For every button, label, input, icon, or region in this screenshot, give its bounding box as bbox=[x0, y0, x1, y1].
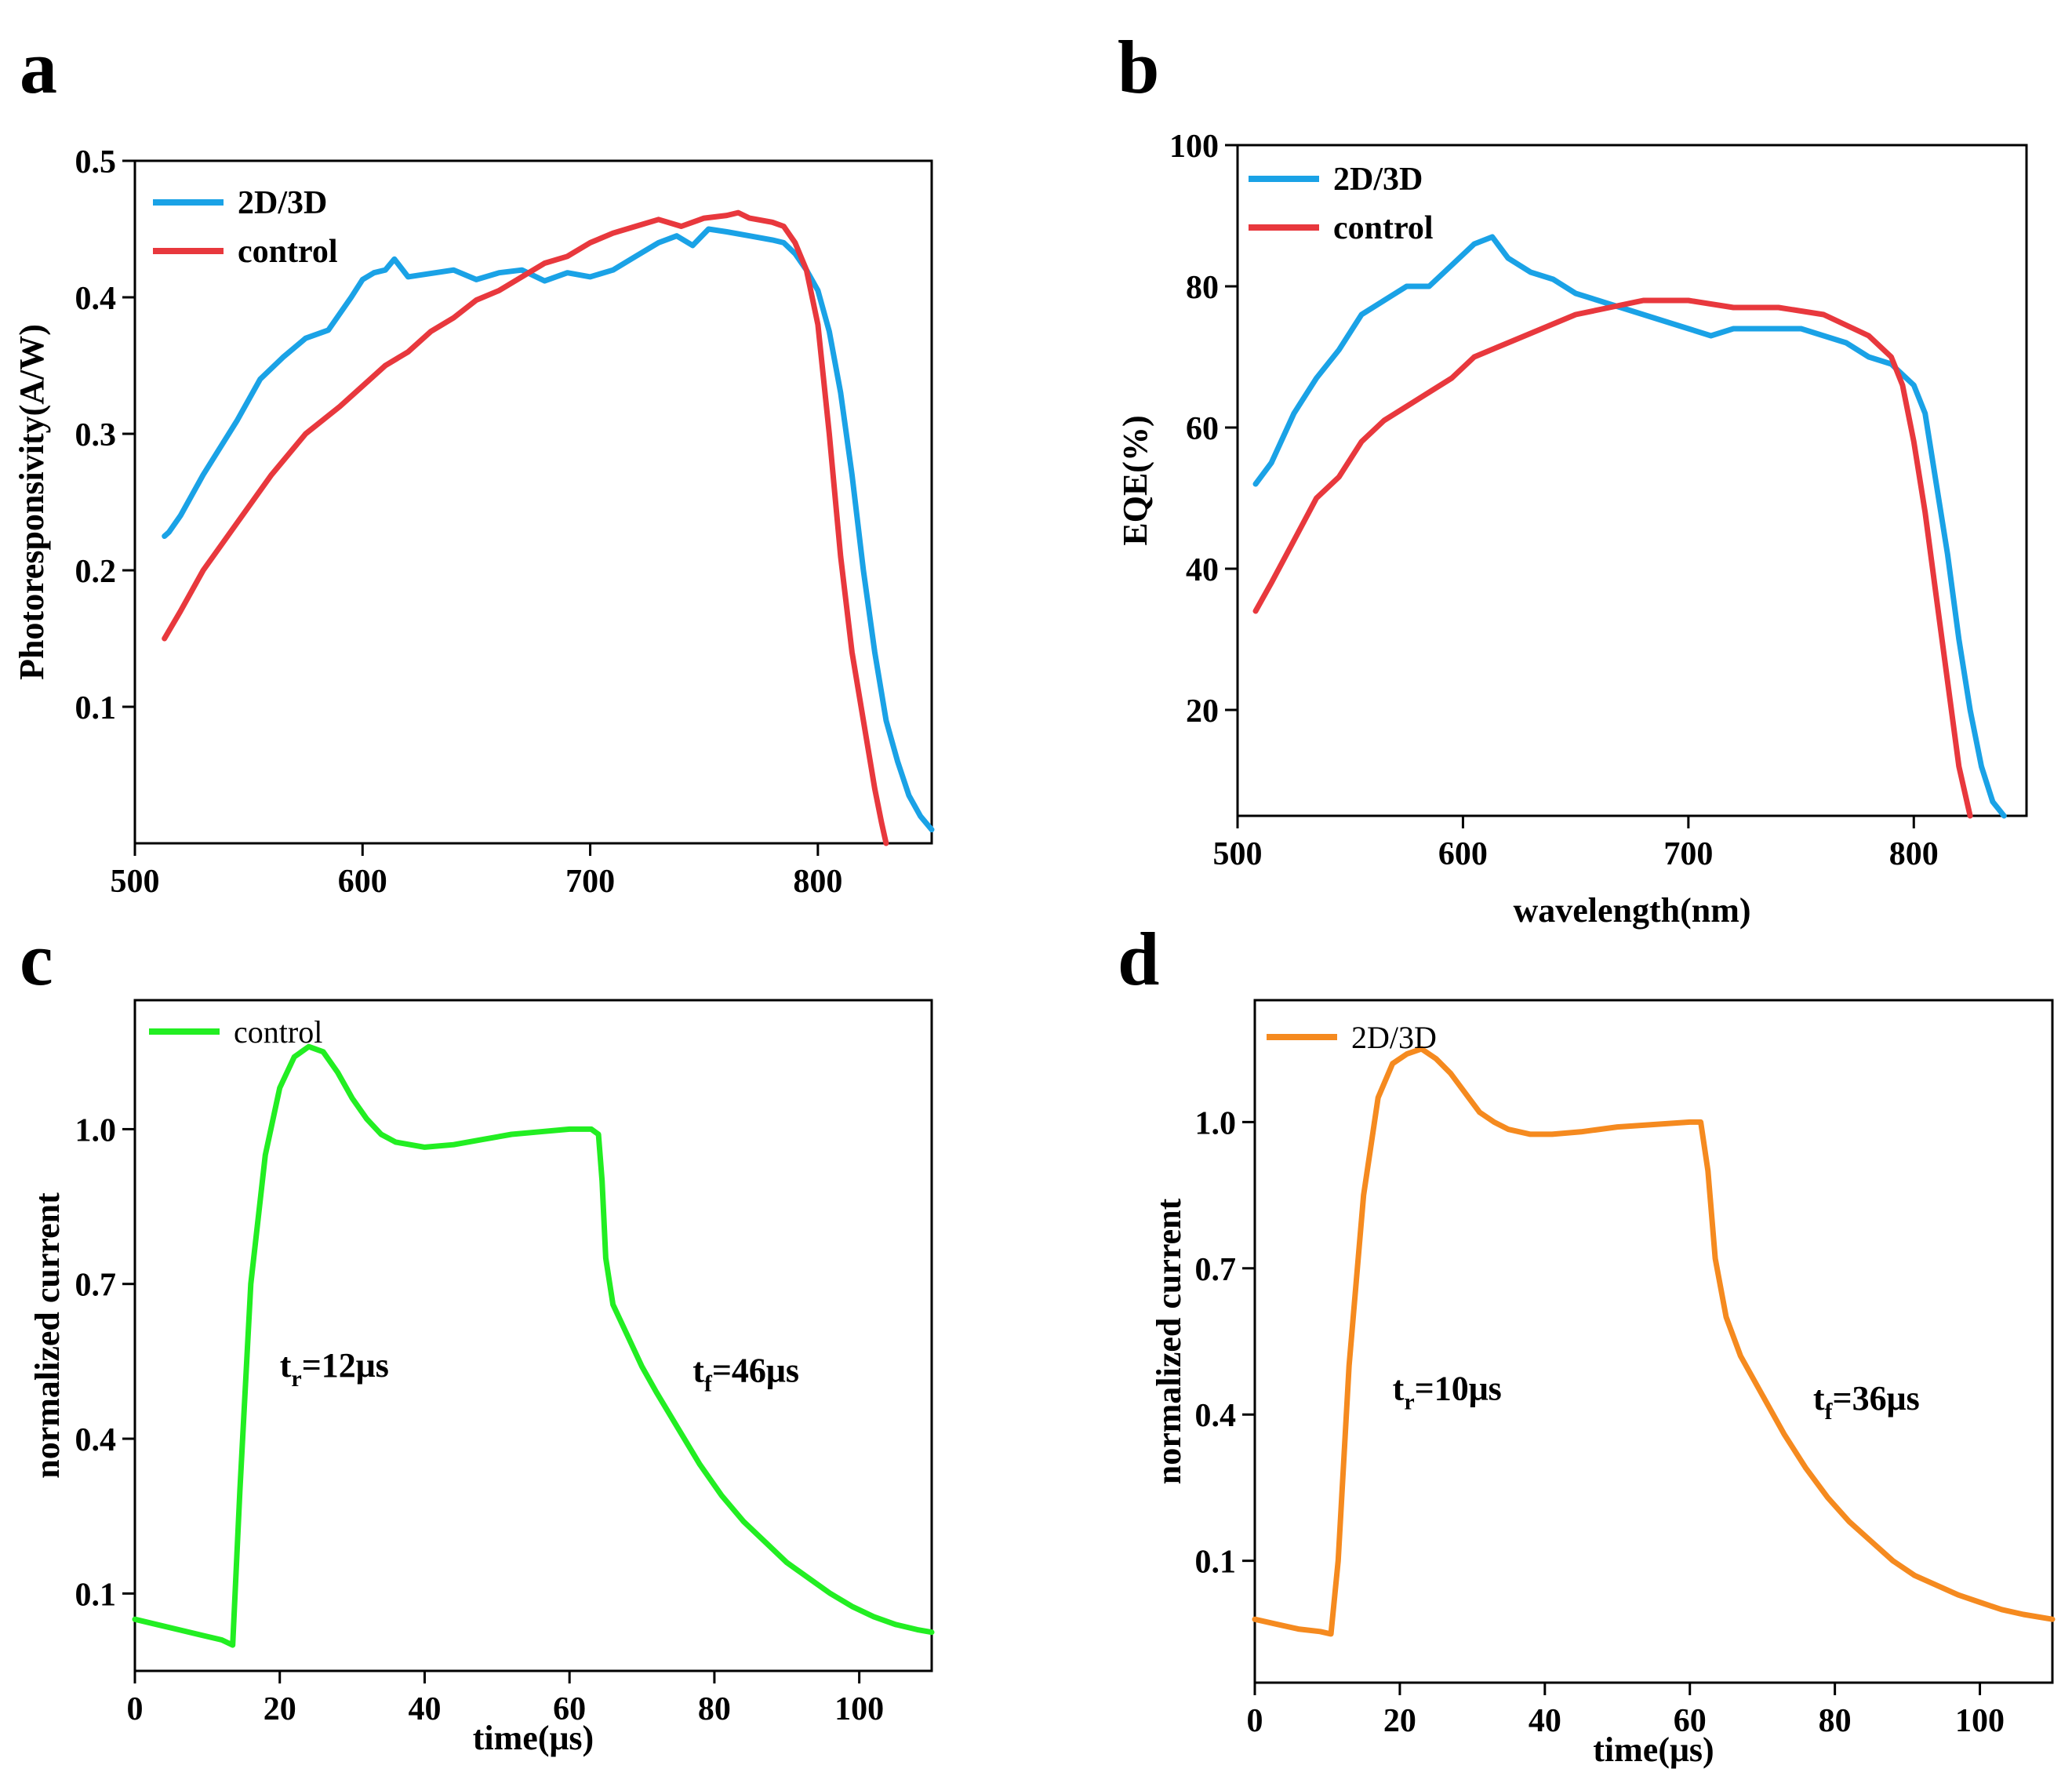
y-tick-label: 0.5 bbox=[75, 144, 117, 180]
x-tick-label: 500 bbox=[1213, 836, 1263, 872]
y-tick-label: 1.0 bbox=[1195, 1105, 1237, 1141]
x-axis-title: time(μs) bbox=[1593, 1731, 1714, 1769]
panel-letter-c: c bbox=[20, 917, 53, 1001]
plot-frame bbox=[133, 159, 933, 845]
y-tick-label: 0.1 bbox=[75, 690, 117, 726]
y-axis-title: normalized current bbox=[1150, 1198, 1188, 1484]
y-tick-label: 0.1 bbox=[75, 1577, 117, 1613]
x-axis-title: wavelength(nm) bbox=[1513, 891, 1750, 930]
chart-panel-c: 0 20 40 60 80 100 0.1 0.4 0.7 1.0 normalized curre… bbox=[28, 999, 935, 1757]
y-tick-label: 20 bbox=[1186, 693, 1219, 730]
x-tick-label: 500 bbox=[111, 864, 160, 900]
x-tick-label: 0 bbox=[127, 1691, 144, 1727]
y-tick-label: 0.7 bbox=[1195, 1252, 1237, 1288]
x-tick-label: 700 bbox=[1663, 836, 1713, 872]
y-tick-label: 1.0 bbox=[75, 1112, 117, 1148]
y-tick-label: 0.7 bbox=[75, 1268, 117, 1304]
y-axis-title: normalized current bbox=[28, 1192, 67, 1479]
annotation-label: tf=46μs bbox=[692, 1352, 799, 1397]
y-tick-label: 40 bbox=[1186, 552, 1219, 588]
legend-label: control bbox=[1333, 210, 1434, 246]
x-tick-label: 20 bbox=[264, 1691, 296, 1727]
plot-frame bbox=[1236, 144, 2028, 817]
y-axis-title: Photoresponsivity(A/W) bbox=[13, 324, 51, 680]
panel-letter-a: a bbox=[20, 25, 57, 109]
x-tick-label: 80 bbox=[1819, 1703, 1852, 1739]
legend-label: 2D/3D bbox=[1333, 162, 1423, 198]
y-tick-label: 0.3 bbox=[75, 417, 117, 453]
y-tick-label: 0.4 bbox=[75, 281, 117, 317]
x-tick-label: 40 bbox=[408, 1691, 441, 1727]
legend-label: 2D/3D bbox=[1351, 1020, 1437, 1055]
plot-frame bbox=[1253, 999, 2054, 1684]
x-tick-label: 100 bbox=[1955, 1703, 2005, 1739]
y-tick-label: 0.1 bbox=[1195, 1545, 1237, 1581]
x-tick-label: 800 bbox=[1889, 836, 1939, 872]
legend-label: control bbox=[234, 1014, 322, 1050]
x-tick-label: 60 bbox=[553, 1691, 586, 1727]
legend-label: control bbox=[238, 234, 338, 270]
x-tick-label: 80 bbox=[698, 1691, 731, 1727]
series-line-2d3d bbox=[1252, 1046, 2056, 1637]
y-axis-title: EQE(%) bbox=[1116, 415, 1154, 545]
x-tick-label: 0 bbox=[1247, 1703, 1263, 1739]
x-tick-label: 60 bbox=[1674, 1703, 1707, 1739]
series-line-2d3d bbox=[162, 226, 935, 833]
chart-panel-b: 500 600 700 800 20 40 60 80 100 EQE(%) wavelength(… bbox=[1116, 129, 2028, 930]
series-line-control bbox=[1252, 297, 1973, 819]
y-tick-label: 0.4 bbox=[1195, 1398, 1237, 1434]
y-tick-label: 60 bbox=[1186, 411, 1219, 447]
series-line-control bbox=[162, 209, 889, 846]
x-tick-label: 600 bbox=[338, 864, 387, 900]
x-tick-label: 40 bbox=[1529, 1703, 1561, 1739]
panel-letter-b: b bbox=[1118, 25, 1159, 109]
y-tick-label: 80 bbox=[1186, 270, 1219, 306]
x-tick-label: 700 bbox=[565, 864, 615, 900]
chart-panel-d: 0 20 40 60 80 100 0.1 0.4 0.7 1.0 normalized curre… bbox=[1150, 999, 2056, 1769]
chart-panel-a: 500 600 700 800 0.1 0.2 0.3 0.4 0.5 Photoresponsi… bbox=[13, 144, 935, 900]
plot-frame bbox=[133, 999, 933, 1672]
x-tick-label: 600 bbox=[1438, 836, 1488, 872]
x-tick-label: 20 bbox=[1383, 1703, 1416, 1739]
series-line-control bbox=[132, 1043, 935, 1648]
x-tick-label: 100 bbox=[834, 1691, 884, 1727]
y-tick-label: 0.2 bbox=[75, 554, 117, 590]
annotation-label: tf=36μs bbox=[1813, 1379, 1920, 1425]
annotation-label: tr=12μs bbox=[280, 1346, 389, 1392]
y-tick-label: 0.4 bbox=[75, 1422, 117, 1458]
legend-label: 2D/3D bbox=[238, 185, 327, 221]
annotation-label: tr=10μs bbox=[1393, 1370, 1502, 1415]
series-line-2d3d bbox=[1252, 234, 2007, 819]
panel-letter-d: d bbox=[1118, 917, 1159, 1001]
x-axis-title: time(μs) bbox=[473, 1719, 594, 1757]
y-tick-label: 100 bbox=[1169, 129, 1219, 165]
x-tick-label: 800 bbox=[793, 864, 842, 900]
